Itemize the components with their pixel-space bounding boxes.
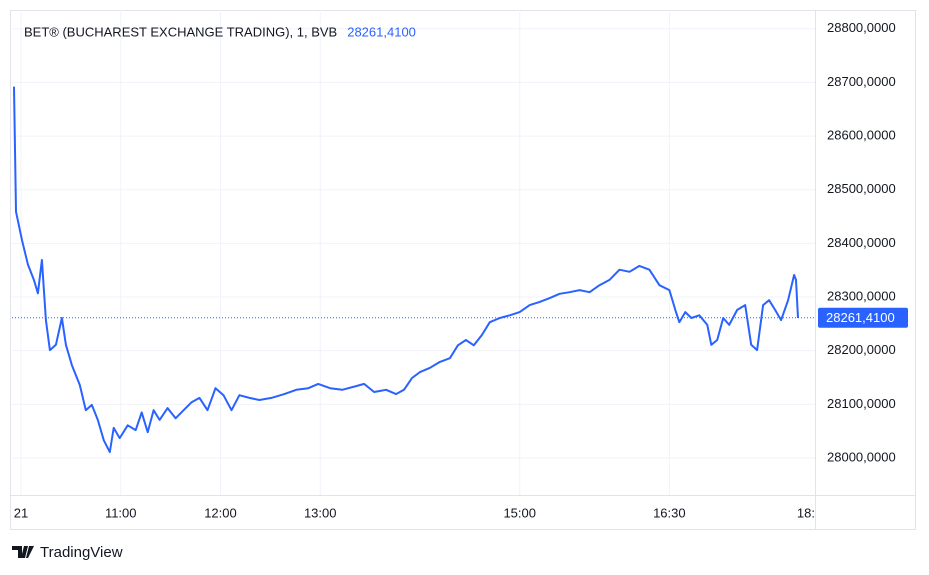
y-tick-label: 28700,0000 bbox=[827, 74, 896, 89]
y-tick-label: 28800,0000 bbox=[827, 20, 896, 35]
grid bbox=[12, 10, 815, 495]
y-tick-label: 28100,0000 bbox=[827, 396, 896, 411]
y-tick-label: 28500,0000 bbox=[827, 181, 896, 196]
chart-frame bbox=[10, 10, 916, 530]
y-tick-label: 28000,0000 bbox=[827, 449, 896, 464]
last-value: 28261,4100 bbox=[347, 24, 416, 39]
y-tick-label: 28200,0000 bbox=[827, 342, 896, 357]
x-tick-label: 11:00 bbox=[105, 505, 137, 520]
x-tick-label: 13:00 bbox=[304, 505, 337, 520]
x-tick-label: 12:00 bbox=[204, 505, 237, 520]
price-line bbox=[13, 86, 799, 454]
last-price-badge bbox=[818, 307, 908, 328]
chart-title: BET® (BUCHAREST EXCHANGE TRADING), 1, BV… bbox=[24, 24, 337, 39]
x-tick-label: 16:30 bbox=[653, 505, 686, 520]
plot bbox=[12, 86, 815, 454]
x-tick-label: 15:00 bbox=[503, 505, 536, 520]
y-tick-label: 28300,0000 bbox=[827, 288, 896, 303]
y-tick-label: 28400,0000 bbox=[827, 235, 896, 250]
y-tick-label: 28600,0000 bbox=[827, 128, 896, 143]
x-tick-label: 18: bbox=[797, 505, 815, 520]
last-price-label: 28261,4100 bbox=[826, 310, 895, 325]
logo: TradingView bbox=[12, 544, 123, 561]
x-tick-label: 21 bbox=[14, 505, 28, 520]
brand: TradingView bbox=[40, 544, 123, 561]
